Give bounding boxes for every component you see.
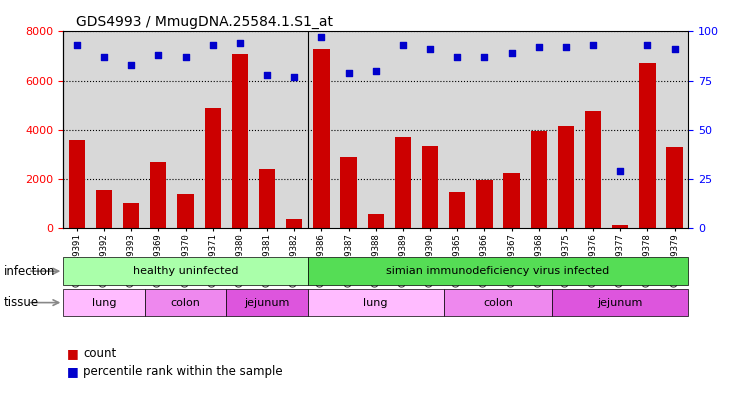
Text: colon: colon	[483, 298, 513, 308]
Text: ■: ■	[67, 365, 79, 378]
Bar	[552, 289, 688, 316]
Text: jejunum: jejunum	[597, 298, 643, 308]
Bar	[145, 289, 226, 316]
Bar	[259, 169, 275, 228]
Point	[533, 44, 545, 50]
Point	[641, 42, 653, 48]
Bar	[308, 289, 443, 316]
Bar	[585, 111, 601, 228]
Bar	[443, 289, 552, 316]
Text: tissue: tissue	[4, 296, 39, 309]
Bar	[68, 140, 85, 228]
Bar	[308, 257, 688, 285]
Point	[234, 40, 246, 46]
Bar	[667, 147, 683, 228]
Point	[478, 54, 490, 60]
Text: GDS4993 / MmugDNA.25584.1.S1_at: GDS4993 / MmugDNA.25584.1.S1_at	[76, 15, 333, 29]
Point	[397, 42, 409, 48]
Bar	[504, 173, 520, 228]
Bar	[286, 219, 302, 228]
Point	[288, 73, 300, 80]
Bar	[177, 193, 193, 228]
Text: ■: ■	[67, 347, 79, 360]
Bar	[63, 289, 145, 316]
Bar	[231, 53, 248, 228]
Bar	[449, 192, 466, 228]
Bar	[205, 108, 221, 228]
Text: infection: infection	[4, 264, 55, 278]
Bar	[63, 257, 308, 285]
Point	[669, 46, 681, 52]
Text: percentile rank within the sample: percentile rank within the sample	[83, 365, 283, 378]
Point	[71, 42, 83, 48]
Point	[615, 168, 626, 174]
Point	[370, 68, 382, 74]
Bar	[150, 162, 167, 228]
Point	[153, 52, 164, 58]
Bar	[476, 180, 493, 228]
Point	[560, 44, 572, 50]
Text: healthy uninfected: healthy uninfected	[132, 266, 238, 276]
Point	[452, 54, 464, 60]
Point	[179, 54, 191, 60]
Text: jejunum: jejunum	[244, 298, 289, 308]
Bar	[96, 190, 112, 228]
Text: simian immunodeficiency virus infected: simian immunodeficiency virus infected	[386, 266, 609, 276]
Point	[506, 50, 518, 56]
Point	[342, 70, 354, 76]
Text: lung: lung	[364, 298, 388, 308]
Point	[261, 72, 273, 78]
Text: colon: colon	[170, 298, 200, 308]
Point	[207, 42, 219, 48]
Bar	[226, 289, 308, 316]
Point	[315, 34, 327, 40]
Bar	[368, 215, 384, 228]
Point	[587, 42, 599, 48]
Bar	[530, 131, 547, 228]
Text: lung: lung	[92, 298, 116, 308]
Bar	[395, 137, 411, 228]
Bar	[558, 126, 574, 228]
Bar	[341, 157, 356, 228]
Point	[125, 62, 137, 68]
Bar	[422, 146, 438, 228]
Bar	[123, 204, 139, 228]
Bar	[612, 226, 629, 228]
Text: count: count	[83, 347, 117, 360]
Bar	[313, 49, 330, 228]
Point	[424, 46, 436, 52]
Bar	[639, 63, 655, 228]
Point	[98, 54, 110, 60]
